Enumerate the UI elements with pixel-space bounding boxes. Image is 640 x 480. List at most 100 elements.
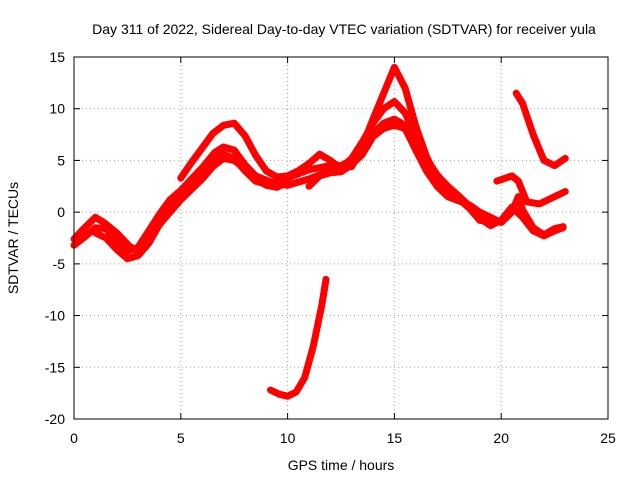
y-axis-label: SDTVAR / TECUs — [5, 182, 21, 294]
data-point — [391, 99, 397, 104]
data-point — [560, 225, 566, 231]
x-tick-label: 25 — [600, 430, 616, 446]
data-point — [530, 132, 536, 138]
data-point — [391, 122, 397, 128]
data-point — [268, 387, 273, 393]
data-point — [124, 248, 130, 254]
data-point — [114, 230, 120, 236]
data-point — [210, 164, 216, 170]
data-point — [124, 256, 130, 262]
y-tick-label: 15 — [49, 49, 65, 65]
data-point — [199, 165, 205, 171]
data-point — [210, 131, 216, 136]
data-point — [199, 145, 205, 151]
y-tick-label: -10 — [45, 308, 65, 324]
data-point — [402, 125, 408, 131]
data-point — [381, 125, 387, 131]
data-point — [263, 182, 269, 188]
data-point — [212, 149, 218, 155]
data-point — [274, 184, 280, 190]
data-point — [285, 173, 291, 179]
data-point — [413, 123, 419, 129]
data-point — [413, 147, 419, 153]
y-tick-label: -5 — [53, 256, 66, 272]
data-point — [92, 225, 98, 231]
data-point — [199, 176, 205, 182]
data-point — [445, 189, 451, 194]
data-point — [488, 219, 493, 224]
series-track-h — [267, 275, 330, 400]
x-tick-label: 5 — [177, 430, 185, 446]
data-point — [327, 157, 333, 163]
data-point — [541, 233, 547, 239]
data-point — [263, 168, 269, 174]
data-point — [323, 276, 329, 282]
data-point — [306, 161, 312, 166]
y-tick-label: 10 — [49, 101, 65, 117]
data-point — [381, 90, 387, 96]
data-point — [114, 246, 120, 252]
data-point — [221, 144, 226, 150]
data-point — [189, 176, 194, 182]
data-point — [276, 391, 282, 397]
data-point — [178, 197, 184, 203]
data-point — [509, 204, 515, 210]
y-tick-label: 0 — [57, 204, 65, 220]
data-point — [509, 173, 515, 179]
data-point — [92, 230, 98, 236]
y-tick-label: 5 — [57, 152, 65, 168]
data-point — [402, 85, 408, 91]
data-point — [101, 220, 107, 225]
x-tick-label: 0 — [70, 430, 78, 446]
y-tick-label: -15 — [45, 359, 65, 375]
data-point — [302, 375, 308, 381]
data-point — [391, 116, 397, 122]
data-point — [513, 90, 519, 96]
data-point — [285, 393, 291, 399]
data-point — [135, 253, 141, 259]
data-point — [391, 64, 397, 70]
data-point — [82, 225, 88, 231]
data-point — [146, 240, 152, 246]
data-point — [552, 194, 558, 200]
data-point — [317, 173, 323, 179]
data-point — [231, 157, 237, 163]
data-point — [178, 187, 184, 193]
data-point — [135, 244, 141, 250]
data-point — [370, 116, 376, 122]
y-tick-label: -20 — [45, 411, 65, 427]
data-point — [92, 214, 98, 220]
data-point — [541, 157, 547, 163]
data-point — [494, 178, 500, 184]
data-point — [552, 163, 558, 169]
data-point — [82, 234, 88, 240]
data-point — [221, 155, 226, 161]
data-point — [295, 168, 301, 174]
series-track-d — [177, 63, 494, 225]
data-point — [402, 110, 408, 116]
data-point — [537, 201, 543, 207]
data-point — [520, 214, 526, 220]
data-point — [466, 205, 472, 211]
data-point — [146, 228, 152, 234]
data-point — [327, 170, 333, 176]
data-point — [349, 162, 355, 168]
x-tick-label: 20 — [493, 430, 509, 446]
data-point — [456, 196, 461, 202]
series-track-g — [493, 172, 569, 208]
x-tick-label: 15 — [387, 430, 403, 446]
data-point — [515, 194, 521, 200]
data-point — [498, 217, 504, 223]
data-point — [530, 228, 536, 234]
data-point — [515, 178, 521, 184]
data-point — [524, 199, 530, 205]
data-point — [156, 211, 162, 217]
data-point — [423, 153, 429, 159]
data-point — [552, 228, 558, 234]
data-point — [114, 238, 120, 244]
data-point — [381, 106, 387, 112]
data-point — [293, 389, 299, 395]
data-point — [189, 186, 194, 192]
data-point — [242, 166, 248, 172]
